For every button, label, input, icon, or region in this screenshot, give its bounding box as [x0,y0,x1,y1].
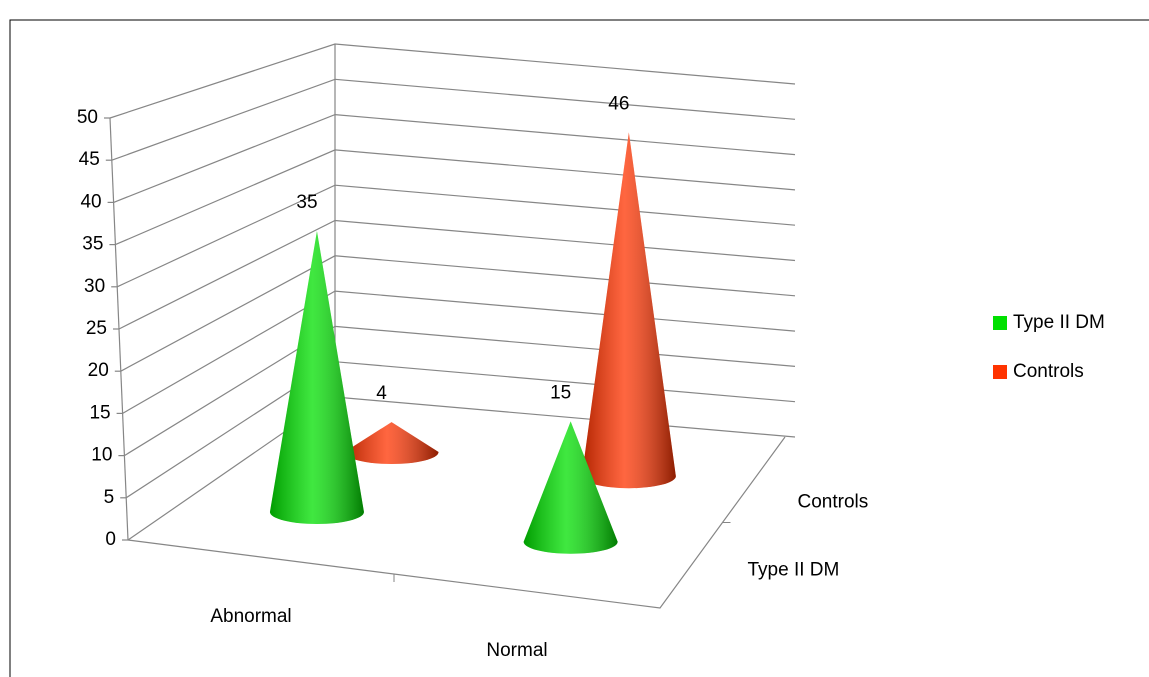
y-tick-label: 30 [84,276,105,297]
y-tick-label: 25 [86,318,107,339]
depth-label: Controls [798,491,869,512]
value-label: 35 [296,192,317,213]
cone-shade [581,132,676,489]
y-tick-label: 45 [79,149,100,170]
grid-line [111,78,796,161]
value-label: 15 [550,382,571,403]
legend-swatch [993,316,1007,330]
y-tick-label: 5 [104,487,115,508]
legend-label: Type II DM [1013,312,1105,333]
depth-label: Type II DM [748,560,840,581]
cone-shade [523,421,618,554]
y-tick-label: 10 [91,445,112,466]
cone-shade [344,422,439,464]
legend-label: Controls [1013,361,1084,382]
grid-line [125,361,796,499]
grid-line [118,219,796,330]
cone-shade [269,231,364,524]
grid-line [109,43,796,119]
y-tick-label: 35 [82,234,103,255]
value-label: 46 [608,93,629,114]
y-tick-label: 20 [88,360,109,381]
y-tick-label: 0 [105,529,116,550]
y-tick-label: 50 [77,107,98,128]
y-tick-label: 15 [89,402,110,423]
y-axis [109,117,129,541]
value-label: 4 [376,383,387,404]
grid-line [120,255,796,372]
grid-line [124,325,796,457]
grid-line [113,113,796,203]
x-tick-label: Normal [486,640,547,661]
grid-line [127,396,796,541]
x-axis [127,436,786,609]
x-tick-label: Abnormal [210,606,291,627]
frame [9,19,1149,677]
y-tick-label: 40 [80,191,101,212]
legend-swatch [993,365,1007,379]
